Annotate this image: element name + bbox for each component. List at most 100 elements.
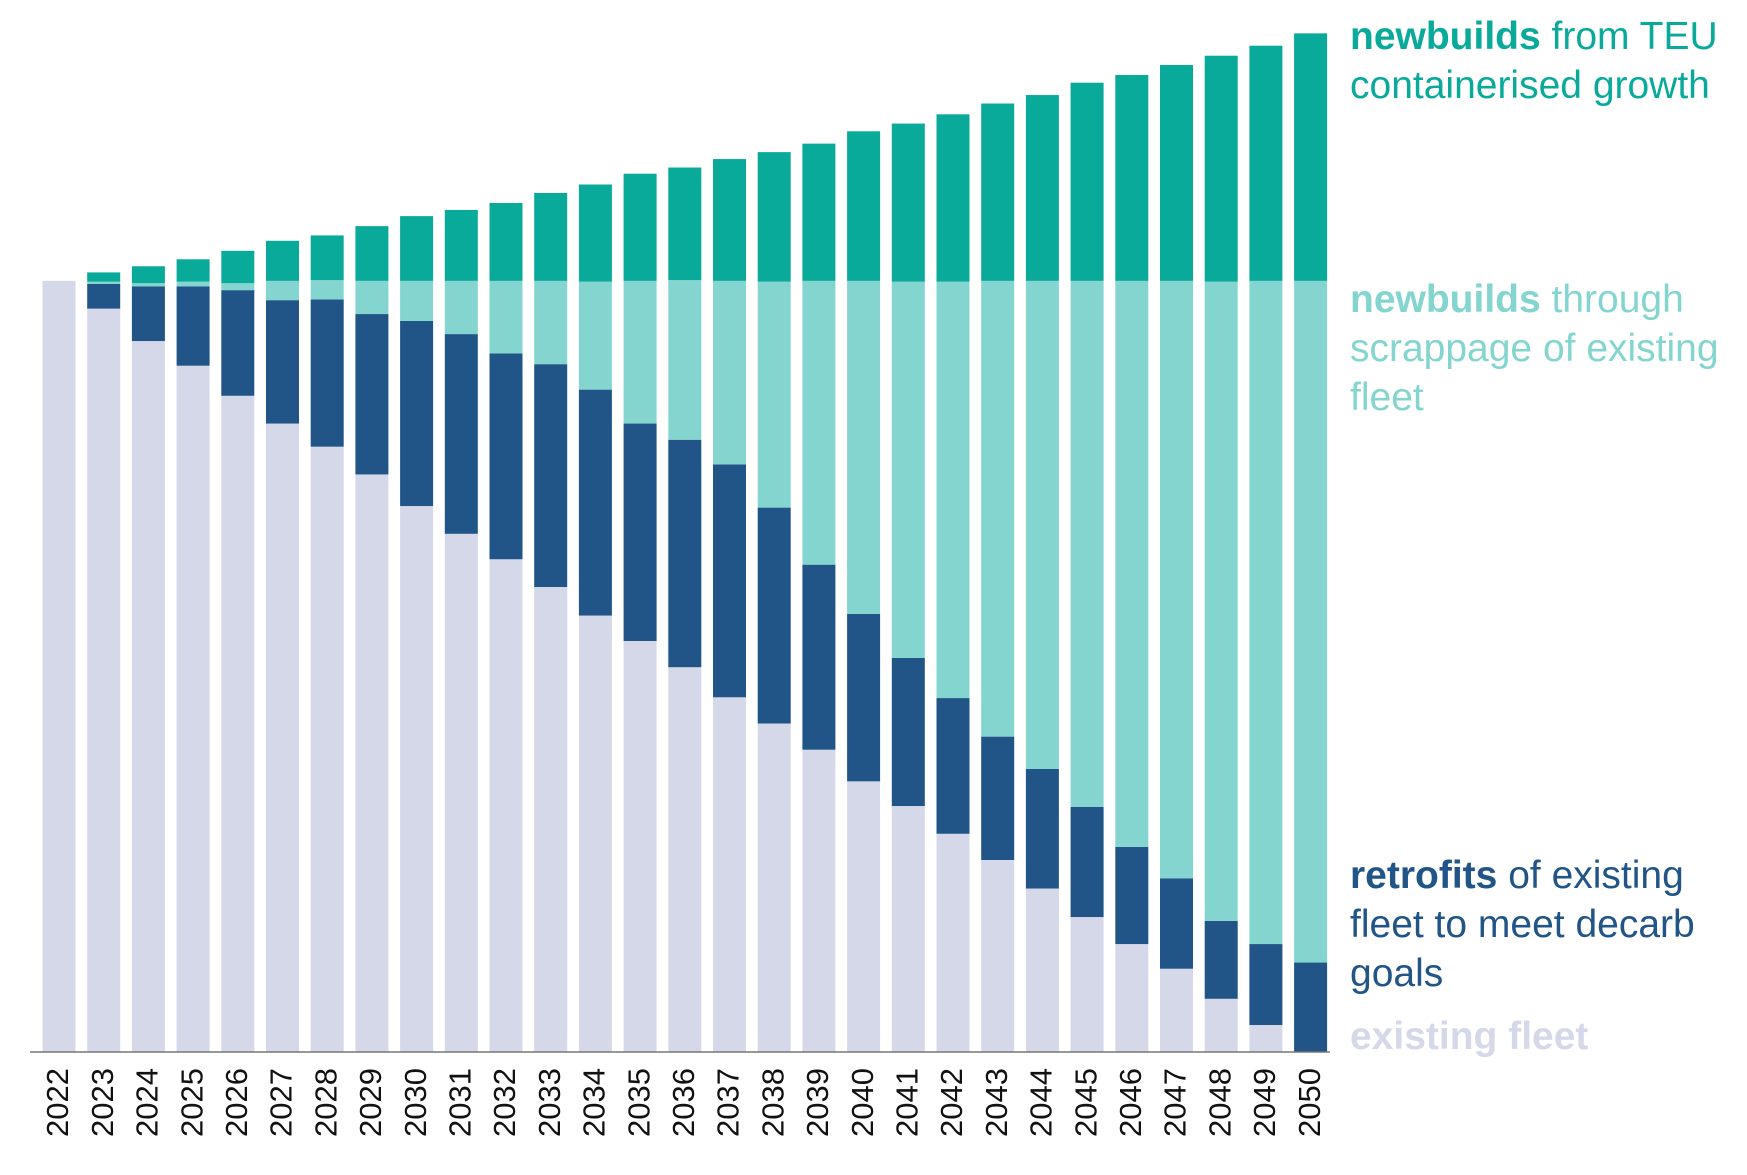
- bar-segment: [1025, 888, 1059, 1052]
- bar-segment: [266, 240, 299, 281]
- bar-segment: [1204, 281, 1238, 921]
- bar-segment: [936, 698, 970, 834]
- bar-segment: [87, 272, 121, 282]
- bar-segment: [131, 266, 165, 284]
- bar-segment: [131, 283, 165, 287]
- bar-segment: [713, 280, 746, 465]
- bar-segment: [578, 389, 612, 616]
- x-tick-label: 2022: [40, 1068, 75, 1137]
- bar-segment: [802, 280, 836, 565]
- bar-segment: [176, 259, 210, 282]
- bar-segment: [489, 559, 523, 1052]
- bar-segment: [757, 723, 791, 1052]
- bar-segment: [891, 806, 925, 1052]
- bar-segment: [489, 353, 523, 560]
- x-tick-label: 2045: [1068, 1068, 1103, 1137]
- bar-segment: [578, 184, 612, 282]
- bar-segment: [668, 167, 702, 281]
- x-tick-label: 2033: [532, 1068, 567, 1137]
- bar-segment: [936, 833, 970, 1052]
- legend-text: through scrappage of existing fleet: [1350, 278, 1719, 419]
- bar-segment: [981, 280, 1015, 737]
- bar-segment: [847, 614, 881, 782]
- x-tick-label: 2028: [308, 1068, 343, 1137]
- bar-segment: [891, 123, 925, 282]
- bar-segment: [310, 280, 344, 300]
- bar-segment: [444, 533, 478, 1052]
- bar-segment: [355, 280, 389, 315]
- x-tick-label: 2037: [711, 1068, 746, 1137]
- bar-segment: [266, 280, 299, 301]
- x-tick-label: 2039: [800, 1068, 835, 1137]
- x-tick-label: 2029: [353, 1068, 388, 1137]
- x-tick-label: 2050: [1292, 1068, 1327, 1137]
- bar-segment: [1160, 968, 1193, 1052]
- x-tick-label: 2031: [442, 1068, 477, 1137]
- bar-segment: [42, 280, 76, 1052]
- bar-segment: [668, 280, 702, 440]
- bar-segment: [1249, 280, 1283, 945]
- bar-segment: [534, 192, 568, 281]
- bar-segment: [1294, 280, 1328, 963]
- legend-entry: retrofits of existing fleet to meet deca…: [1350, 851, 1745, 998]
- bar-segment: [757, 507, 791, 724]
- bar-segment: [623, 640, 657, 1052]
- bar-segment: [1115, 944, 1149, 1052]
- bar-segment: [87, 281, 121, 284]
- bar-segment: [131, 286, 165, 342]
- bar-segment: [578, 281, 612, 390]
- bar-segment: [623, 423, 657, 641]
- bar-segment: [221, 250, 255, 284]
- bar-segment: [355, 314, 389, 475]
- bar-segment: [847, 781, 881, 1052]
- bar-segment: [1160, 878, 1193, 969]
- bar-segment: [87, 283, 121, 309]
- x-tick-label: 2023: [85, 1068, 120, 1137]
- bar-segment: [1115, 846, 1149, 945]
- bar-segment: [1025, 769, 1059, 889]
- bar-segment: [400, 320, 434, 507]
- bar-segment: [1204, 998, 1238, 1052]
- bar-segment: [1070, 82, 1104, 281]
- bar-segment: [534, 364, 568, 588]
- x-tick-label: 2030: [398, 1068, 433, 1137]
- bar-segment: [802, 749, 836, 1052]
- bar-segment: [981, 736, 1015, 860]
- bar-segment: [1160, 280, 1193, 879]
- x-tick-label: 2035: [621, 1068, 656, 1137]
- legend-text: of existing fleet to meet decarb goals: [1350, 854, 1695, 995]
- bar-segment: [355, 226, 389, 281]
- legend-bold: existing fleet: [1350, 1015, 1589, 1058]
- bar-segment: [713, 464, 746, 698]
- bar-segment: [534, 587, 568, 1052]
- bar-segment: [221, 290, 255, 396]
- bar-segment: [713, 159, 746, 281]
- bar-segment: [802, 564, 836, 750]
- bar-segment: [131, 341, 165, 1053]
- bar-segment: [757, 152, 791, 282]
- bar-segment: [176, 281, 210, 287]
- bar-segment: [981, 859, 1015, 1052]
- legend-entry: existing fleet: [1350, 1012, 1745, 1061]
- x-tick-label: 2047: [1158, 1068, 1193, 1137]
- x-tick-label: 2024: [130, 1068, 165, 1137]
- bar-segment: [266, 300, 299, 424]
- bar-segment: [489, 280, 523, 354]
- legend-text: from TEU containerised growth: [1350, 15, 1718, 107]
- bar-segment: [623, 173, 657, 281]
- bar-segment: [444, 280, 478, 335]
- bar-segment: [400, 216, 434, 281]
- bar-segment: [489, 203, 523, 281]
- bar-segment: [623, 280, 657, 424]
- bar-segment: [176, 286, 210, 366]
- bar-segment: [534, 280, 568, 365]
- bar-segment: [847, 131, 881, 281]
- bar-segment: [578, 615, 612, 1052]
- bar-segment: [221, 395, 255, 1053]
- bar-segment: [176, 365, 210, 1052]
- bar-segment: [847, 280, 881, 615]
- bar-segment: [1070, 917, 1104, 1052]
- bar-segment: [1025, 95, 1059, 281]
- bar-segment: [1160, 64, 1193, 281]
